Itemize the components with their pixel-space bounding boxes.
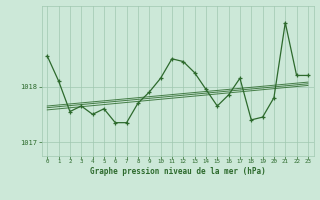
X-axis label: Graphe pression niveau de la mer (hPa): Graphe pression niveau de la mer (hPa) bbox=[90, 167, 266, 176]
